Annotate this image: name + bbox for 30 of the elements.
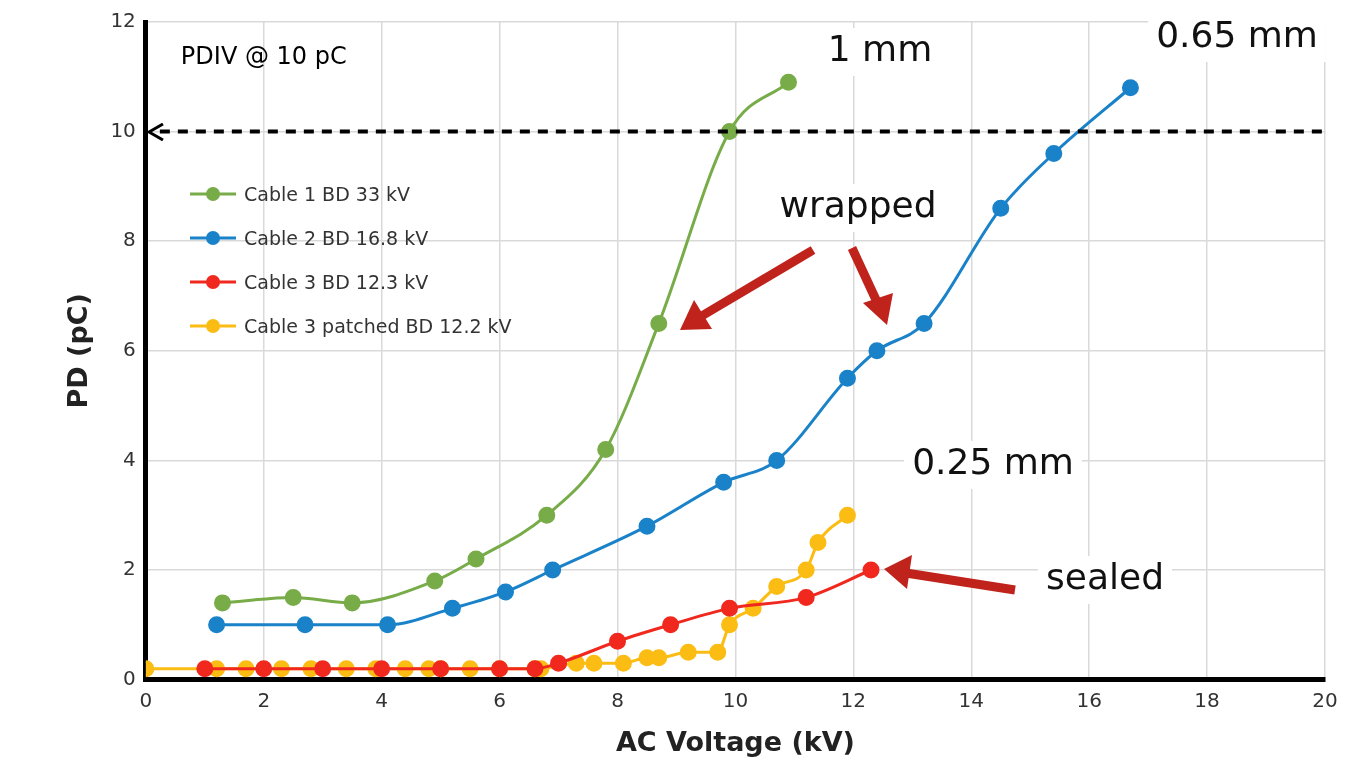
annotation: sealed xyxy=(1046,556,1164,598)
legend-label: Cable 1 BD 33 kV xyxy=(244,183,411,205)
x-tick-label: 6 xyxy=(493,687,506,712)
ref-line-label: PDIV @ 10 pC xyxy=(180,41,347,70)
y-tick-label: 0 xyxy=(123,665,136,690)
y-tick-label: 6 xyxy=(123,337,136,361)
x-tick-label: 0 xyxy=(139,687,153,712)
y-tick-label: 10 xyxy=(110,117,136,142)
y-tick-label: 12 xyxy=(110,8,136,33)
y-axis-title: PD (pC) xyxy=(62,293,94,409)
y-tick-label: 4 xyxy=(123,446,136,471)
x-tick-label: 10 xyxy=(722,687,749,712)
x-tick-label: 2 xyxy=(257,687,271,712)
x-axis-title: AC Voltage (kV) xyxy=(615,725,855,757)
annotation: 0.25 mm xyxy=(912,441,1074,483)
x-tick-label: 20 xyxy=(1312,687,1338,712)
x-tick-label: 18 xyxy=(1194,687,1220,712)
annotation: 0.65 mm xyxy=(1156,14,1318,56)
x-tick-label: 8 xyxy=(611,687,624,712)
legend-label: Cable 3 patched BD 12.2 kV xyxy=(244,315,512,337)
y-tick-label: 8 xyxy=(123,227,136,252)
x-tick-label: 12 xyxy=(840,687,867,712)
x-tick-label: 4 xyxy=(375,687,389,712)
legend-label: Cable 3 BD 12.3 kV xyxy=(244,271,429,293)
annotation: wrapped xyxy=(779,184,937,226)
x-tick-label: 14 xyxy=(958,687,984,712)
y-tick-label: 2 xyxy=(123,556,136,581)
x-tick-label: 16 xyxy=(1076,687,1102,712)
annotation: 1 mm xyxy=(827,28,933,70)
legend-label: Cable 2 BD 16.8 kV xyxy=(244,227,429,249)
